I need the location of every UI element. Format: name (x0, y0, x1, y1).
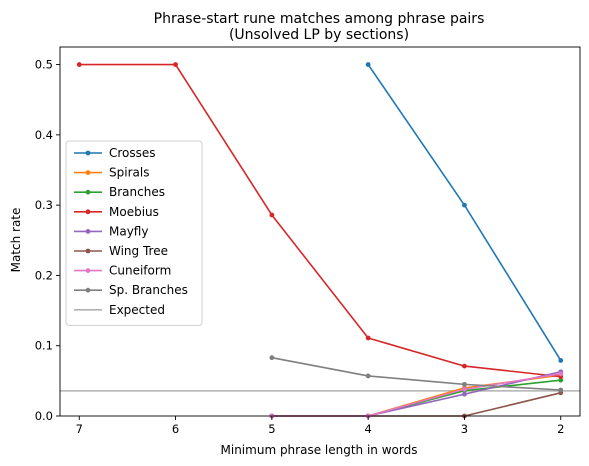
data-point-sp-branches (365, 373, 371, 379)
data-point-sp-branches (558, 387, 564, 393)
legend-marker-cuneiform (85, 268, 91, 273)
data-point-cuneiform (462, 386, 467, 392)
data-point-sp-branches (269, 355, 275, 361)
data-point-moebius (365, 335, 371, 341)
series-line-moebius (79, 63, 561, 378)
series-line-sp-branches (271, 356, 561, 391)
legend-label-cuneiform: Cuneiform (109, 264, 171, 278)
data-point-moebius (173, 62, 178, 67)
legend-label-mayfly: Mayfly (109, 224, 148, 238)
series-line-branches (271, 379, 561, 417)
data-point-crosses (462, 202, 467, 208)
x-tick-label: 5 (268, 422, 275, 436)
x-tick-label: 7 (76, 422, 83, 436)
legend-marker-crosses (85, 150, 91, 156)
x-tick-label: 6 (172, 422, 179, 436)
data-point-crosses (558, 358, 564, 363)
legend-marker-moebius (85, 209, 91, 215)
legend-marker-branches (85, 189, 91, 195)
y-tick-label: 0.4 (35, 128, 53, 142)
legend-label-sp-branches: Sp. Branches (109, 283, 188, 297)
data-point-sp-branches (462, 381, 467, 387)
y-tick-label: 0.1 (35, 339, 53, 353)
data-point-moebius (269, 212, 275, 218)
chart-title: Phrase-start rune matches among phrase p… (154, 11, 485, 27)
series-line-crosses (367, 64, 562, 361)
legend-marker-mayfly (85, 229, 91, 234)
legend-label-crosses: Crosses (109, 146, 156, 160)
data-point-crosses (365, 62, 371, 67)
y-tick-label: 0.2 (35, 268, 53, 282)
legend-label-wing-tree: Wing Tree (109, 244, 168, 258)
series-line-mayfly (271, 370, 561, 417)
y-axis-label: Match rate (9, 208, 23, 273)
data-point-mayfly (462, 391, 467, 397)
legend-label-moebius: Moebius (109, 205, 159, 219)
y-tick-label: 0.0 (35, 409, 53, 423)
legend-marker-wing-tree (85, 248, 91, 254)
axes-frame (59, 46, 581, 417)
legend-box (65, 140, 203, 326)
x-tick-label: 2 (557, 422, 564, 436)
legend-marker-sp-branches (85, 287, 91, 293)
legend-label-branches: Branches (109, 185, 165, 199)
data-point-moebius (76, 62, 82, 67)
x-tick-label: 3 (461, 422, 468, 436)
x-tick-label: 4 (364, 422, 371, 436)
y-tick-label: 0.5 (35, 58, 53, 72)
legend-label-spirals: Spirals (109, 166, 149, 180)
legend-label-expected: Expected (109, 303, 165, 317)
legend-marker-spirals (85, 170, 91, 176)
chart-subtitle: (Unsolved LP by sections) (229, 27, 409, 43)
x-axis-label: Minimum phrase length in words (221, 443, 418, 457)
plot-area: 7 6 5 4 3 2 0.0 0.1 0.2 0.3 0.4 0.5 Crosses Spirals Br… (35, 46, 581, 436)
legend: Crosses Spirals Branches Moebius Mayfly Wing … (65, 140, 203, 326)
y-tick-label: 0.3 (35, 198, 53, 212)
data-point-cuneiform (558, 371, 564, 377)
data-point-branches (558, 377, 564, 383)
data-point-moebius (462, 363, 467, 369)
